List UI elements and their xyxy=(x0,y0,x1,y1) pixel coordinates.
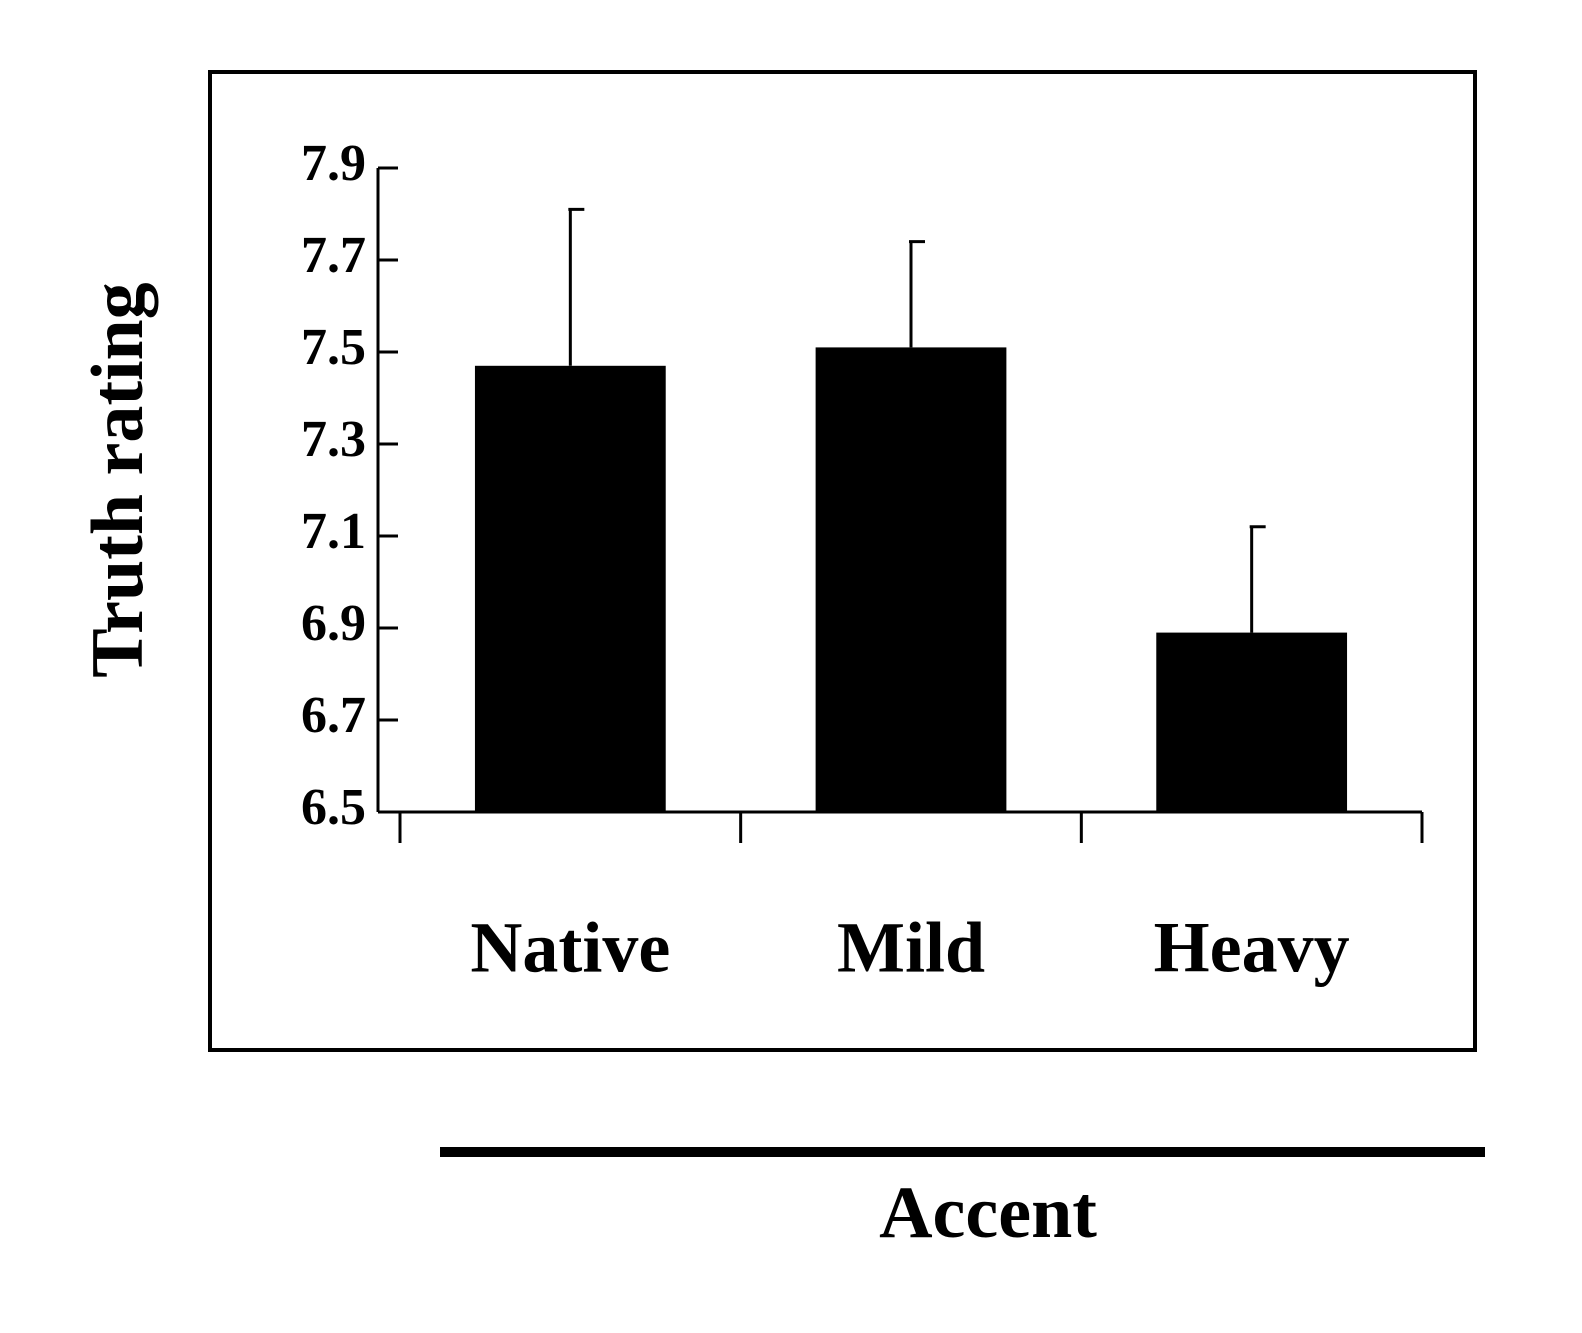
bar xyxy=(815,347,1007,812)
y-tick-label: 7.9 xyxy=(301,135,366,192)
x-tick-label: Heavy xyxy=(1154,908,1350,988)
bar xyxy=(474,365,666,812)
x-tick-label: Native xyxy=(470,908,670,988)
bar xyxy=(1156,632,1348,812)
y-tick-label: 6.5 xyxy=(301,779,366,836)
y-tick-label: 7.5 xyxy=(301,319,366,376)
error-bar xyxy=(568,207,585,366)
y-tick-label: 6.7 xyxy=(301,687,366,744)
y-tick-label: 7.1 xyxy=(301,503,366,560)
error-bar xyxy=(909,240,925,348)
y-axis-title: Truth rating xyxy=(77,282,159,677)
y-tick-label: 6.9 xyxy=(301,595,366,652)
x-axis-title: Accent xyxy=(879,1172,1097,1254)
y-tick-label: 7.3 xyxy=(301,411,366,468)
x-tick-label: Mild xyxy=(837,908,985,988)
frame xyxy=(208,70,1477,1052)
error-bar xyxy=(1249,525,1266,633)
y-tick-label: 7.7 xyxy=(301,227,366,284)
